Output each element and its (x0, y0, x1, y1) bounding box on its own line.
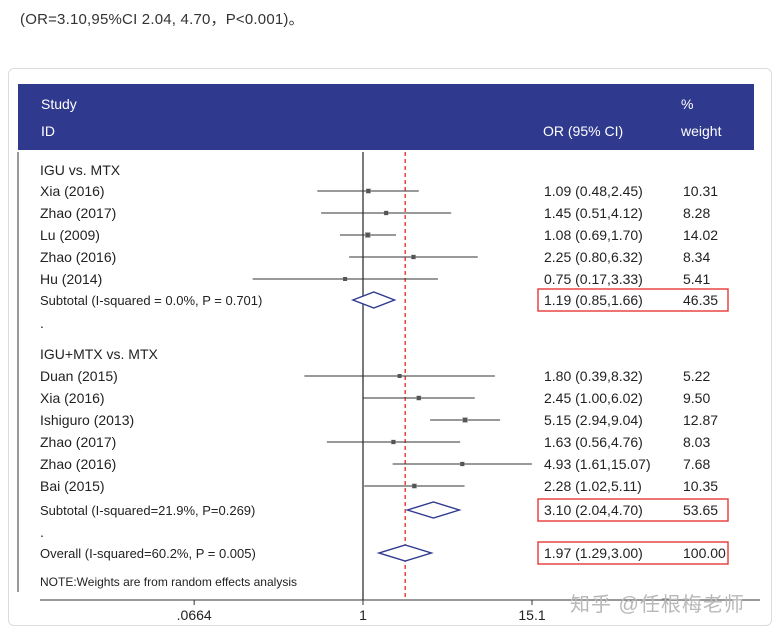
x-tick-label: .0664 (177, 607, 212, 623)
study-label: Ishiguro (2013) (40, 412, 134, 428)
point-marker (411, 255, 416, 259)
header-id: ID (41, 123, 55, 139)
overall-weight-text: 100.00 (683, 545, 726, 561)
header-or: OR (95% CI) (543, 123, 624, 139)
ci-text: 2.25 (0.80,6.32) (544, 249, 643, 265)
weight-text: 14.02 (683, 227, 718, 243)
header-pct: % (681, 96, 694, 112)
weight-text: 10.31 (683, 183, 718, 199)
ci-text: 0.75 (0.17,3.33) (544, 271, 643, 287)
spacer-dot: . (40, 524, 44, 540)
study-label: Zhao (2016) (40, 456, 116, 472)
weight-text: 10.35 (683, 478, 718, 494)
ci-text: 1.80 (0.39,8.32) (544, 368, 643, 384)
subtotal-1-ci-text: 1.19 (0.85,1.66) (544, 292, 643, 308)
subtotal-1-weight-text: 46.35 (683, 292, 718, 308)
subtotal-2-label: Subtotal (I-squared=21.9%, P=0.269) (40, 503, 255, 518)
point-marker (416, 396, 421, 400)
subtotal-1-highlight-box (537, 288, 729, 312)
ci-text: 1.63 (0.56,4.76) (544, 434, 643, 450)
study-label: Zhao (2016) (40, 249, 116, 265)
point-marker (366, 189, 371, 193)
weight-text: 7.68 (683, 456, 710, 472)
study-label: Zhao (2017) (40, 205, 116, 221)
overall-diamond (376, 544, 434, 562)
group-label: IGU+MTX vs. MTX (40, 346, 159, 362)
point-marker (460, 462, 465, 466)
weight-text: 8.28 (683, 205, 710, 221)
point-marker (463, 418, 468, 422)
table-header: Study ID OR (95% CI) % weight (18, 84, 754, 150)
header-weight: weight (681, 123, 722, 139)
subtotal-1-label: Subtotal (I-squared = 0.0%, P = 0.701) (40, 293, 262, 308)
ci-text: 5.15 (2.94,9.04) (544, 412, 643, 428)
x-tick-label: 1 (359, 607, 367, 623)
header-study: Study (41, 96, 77, 112)
overall-ci-text: 1.97 (1.29,3.00) (544, 545, 643, 561)
study-label: Lu (2009) (40, 227, 100, 243)
weight-text: 9.50 (683, 390, 710, 406)
subtotal-1-diamond (350, 291, 397, 309)
ci-text: 2.45 (1.00,6.02) (544, 390, 643, 406)
note-text: NOTE:Weights are from random effects ana… (40, 575, 297, 589)
weight-text: 12.87 (683, 412, 718, 428)
ci-text: 1.09 (0.48,2.45) (544, 183, 643, 199)
weight-text: 5.22 (683, 368, 710, 384)
overall-highlight-box (537, 541, 729, 565)
watermark-text: 知乎 @任根梅老师 (570, 594, 745, 616)
figure-card (8, 68, 772, 626)
point-marker (384, 211, 389, 215)
subtotal-2-diamond (404, 501, 462, 519)
subtotal-2-weight-text: 53.65 (683, 502, 718, 518)
study-label: Zhao (2017) (40, 434, 116, 450)
point-marker (365, 233, 370, 237)
weight-text: 8.03 (683, 434, 710, 450)
subtotal-2-ci-text: 3.10 (2.04,4.70) (544, 502, 643, 518)
study-label: Hu (2014) (40, 271, 102, 287)
ci-text: 1.45 (0.51,4.12) (544, 205, 643, 221)
study-label: Xia (2016) (40, 390, 105, 406)
study-label: Xia (2016) (40, 183, 105, 199)
x-tick-label: 15.1 (518, 607, 545, 623)
weight-text: 8.34 (683, 249, 710, 265)
ci-text: 2.28 (1.02,5.11) (544, 478, 642, 494)
study-label: Duan (2015) (40, 368, 118, 384)
spacer-dot: . (40, 315, 44, 331)
point-marker (391, 440, 396, 444)
caption-text: (OR=3.10,95%CI 2.04, 4.70，P<0.001)。 (20, 11, 304, 28)
ci-text: 1.08 (0.69,1.70) (544, 227, 643, 243)
overall-label: Overall (I-squared=60.2%, P = 0.005) (40, 546, 256, 561)
weight-text: 5.41 (683, 271, 710, 287)
point-marker (343, 277, 348, 281)
point-marker (412, 484, 417, 488)
study-label: Bai (2015) (40, 478, 105, 494)
group-label: IGU vs. MTX (40, 162, 121, 178)
ci-text: 4.93 (1.61,15.07) (544, 456, 651, 472)
point-marker (397, 374, 402, 378)
subtotal-2-highlight-box (537, 498, 729, 522)
